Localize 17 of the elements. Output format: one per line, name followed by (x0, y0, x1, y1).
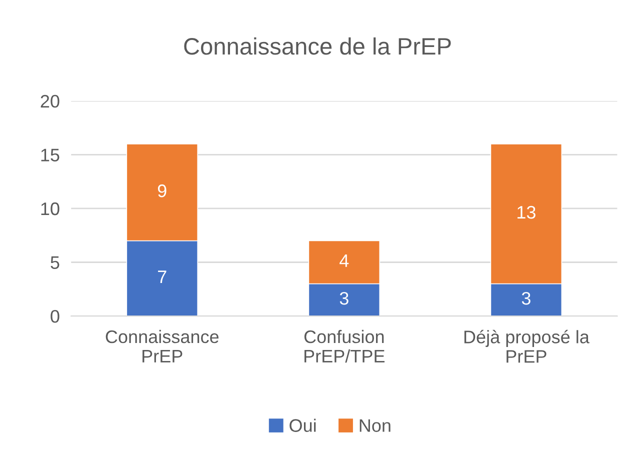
chart-title: Connaissance de la PrEP (184, 37, 451, 55)
data-label: 3 (522, 292, 530, 305)
legend-label: Non (360, 419, 390, 432)
x-tick-label: Connaissance PrEP (106, 330, 219, 362)
y-tick-label: 0 (50, 310, 60, 323)
x-tick-label: Confusion PrEP/TPE (304, 330, 385, 363)
x-tick-label: Déjà proposé la PrEP (464, 330, 590, 363)
y-tick-label: 20 (40, 94, 60, 108)
data-label: 4 (340, 254, 349, 267)
data-label: 3 (340, 292, 348, 305)
y-tick-label: 15 (41, 148, 60, 162)
data-label: 9 (158, 184, 166, 198)
data-label: 7 (158, 270, 166, 284)
data-label: 13 (518, 206, 536, 219)
y-tick-label: 5 (50, 256, 60, 269)
y-tick-label: 10 (41, 202, 60, 216)
legend-label: Oui (290, 418, 316, 432)
